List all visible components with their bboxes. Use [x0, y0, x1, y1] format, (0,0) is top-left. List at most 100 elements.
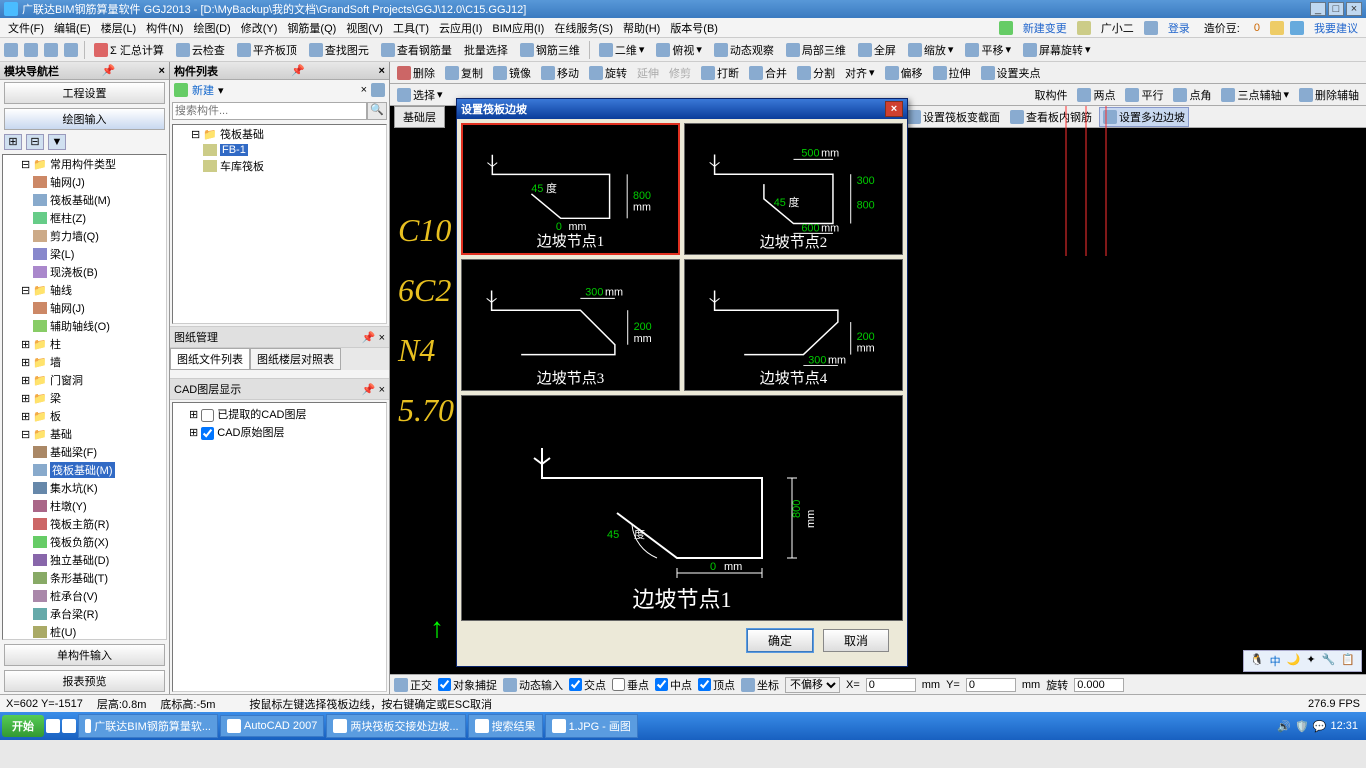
- menu-tools[interactable]: 工具(T): [389, 18, 433, 38]
- shape-option-2[interactable]: 45度 500mm 300 800 600mm 边坡节点2: [684, 123, 903, 255]
- moon-icon[interactable]: 🌙: [1287, 653, 1301, 669]
- tool-select[interactable]: 选择 ▾: [394, 86, 446, 104]
- tool-pick[interactable]: 取构件: [1031, 86, 1070, 104]
- tool-2d[interactable]: 二维 ▾: [596, 41, 648, 59]
- search-button[interactable]: 🔍: [367, 102, 387, 120]
- snap-perpendicular[interactable]: 垂点: [612, 677, 649, 693]
- tree-item[interactable]: 承台梁(R): [3, 605, 166, 623]
- tool-rebar-3d[interactable]: 钢筋三维: [517, 41, 583, 59]
- new-button[interactable]: 新建: [192, 82, 214, 98]
- tree-item[interactable]: 筏板负筋(X): [3, 533, 166, 551]
- tree-group[interactable]: ⊞ 📁 柱: [3, 335, 166, 353]
- tree-item[interactable]: 筏板基础(M): [3, 191, 166, 209]
- task-autocad[interactable]: AutoCAD 2007: [220, 715, 324, 737]
- cad-layer-tree[interactable]: ⊞ 已提取的CAD图层 ⊞ CAD原始图层: [172, 402, 387, 692]
- tree-common-types[interactable]: ⊟ 📁 常用构件类型: [3, 155, 166, 173]
- shape-option-4[interactable]: 300mm 200mm 边坡节点4: [684, 259, 903, 391]
- menu-help[interactable]: 帮助(H): [619, 18, 664, 38]
- close-icon[interactable]: ×: [379, 65, 385, 77]
- tree-item[interactable]: 条形基础(T): [3, 569, 166, 587]
- tree-item[interactable]: 辅助轴线(O): [3, 317, 166, 335]
- instance-root[interactable]: ⊟ 📁 筏板基础: [173, 125, 386, 143]
- tree-group[interactable]: ⊞ 📁 门窗洞: [3, 371, 166, 389]
- tool-delete[interactable]: 删除: [394, 64, 438, 82]
- tree-item[interactable]: 集水坑(K): [3, 479, 166, 497]
- project-settings-button[interactable]: 工程设置: [4, 82, 165, 104]
- instance-item[interactable]: 车库筏板: [173, 157, 386, 175]
- layer-checkbox[interactable]: [201, 427, 214, 440]
- menu-rebar[interactable]: 钢筋量(Q): [283, 18, 340, 38]
- dialog-titlebar[interactable]: 设置筏板边坡 ×: [457, 99, 907, 119]
- snap-endpoint[interactable]: 顶点: [698, 677, 735, 693]
- dialog-close-button[interactable]: ×: [885, 101, 903, 117]
- x-input[interactable]: [866, 678, 916, 692]
- tool-align-top[interactable]: 平齐板顶: [234, 41, 300, 59]
- menu-view[interactable]: 视图(V): [342, 18, 387, 38]
- tool-undo-icon[interactable]: [44, 43, 58, 57]
- tool-mirror[interactable]: 镜像: [490, 64, 534, 82]
- quicklaunch-icon[interactable]: [62, 719, 76, 733]
- menu-component[interactable]: 构件(N): [142, 18, 187, 38]
- pin-icon[interactable]: 📌: [291, 64, 305, 77]
- tree-item-selected[interactable]: 筏板基础(M): [3, 461, 166, 479]
- suggest-link[interactable]: 我要建议: [1310, 18, 1362, 38]
- tree-item[interactable]: 筏板主筋(R): [3, 515, 166, 533]
- tree-item[interactable]: 现浇板(B): [3, 263, 166, 281]
- snap-midpoint[interactable]: 中点: [655, 677, 692, 693]
- help-icon[interactable]: [1290, 21, 1304, 35]
- tool-stretch[interactable]: 拉伸: [930, 64, 974, 82]
- component-tree[interactable]: ⊟ 📁 常用构件类型 轴网(J) 筏板基础(M) 框柱(Z) 剪力墙(Q) 梁(…: [2, 154, 167, 640]
- tool-redo-icon[interactable]: [64, 43, 78, 57]
- minimize-button[interactable]: _: [1310, 2, 1326, 16]
- dyninput-toggle[interactable]: 动态输入: [503, 677, 563, 693]
- tray-icon[interactable]: 💬: [1313, 720, 1327, 733]
- maximize-button[interactable]: □: [1328, 2, 1344, 16]
- tool-trim[interactable]: 修剪: [666, 64, 694, 82]
- tool-find[interactable]: 查找图元: [306, 41, 372, 59]
- menu-file[interactable]: 文件(F): [4, 18, 48, 38]
- tree-item[interactable]: 框柱(Z): [3, 209, 166, 227]
- menu-edit[interactable]: 编辑(E): [50, 18, 95, 38]
- tool-merge[interactable]: 合并: [746, 64, 790, 82]
- rotate-input[interactable]: [1074, 678, 1124, 692]
- tray-icon[interactable]: 🛡️: [1295, 720, 1309, 733]
- tool-three-point[interactable]: 三点辅轴 ▾: [1218, 86, 1292, 104]
- tree-item[interactable]: 梁(L): [3, 245, 166, 263]
- copy-icon[interactable]: [371, 83, 385, 97]
- start-button[interactable]: 开始: [2, 715, 44, 737]
- menu-draw[interactable]: 绘图(D): [189, 18, 234, 38]
- delete-icon[interactable]: ×: [361, 84, 367, 96]
- collapse-all-icon[interactable]: ⊟: [26, 134, 44, 150]
- tree-item[interactable]: 桩(U): [3, 623, 166, 640]
- close-button[interactable]: ×: [1346, 2, 1362, 16]
- floor-tab[interactable]: 基础层: [394, 106, 445, 128]
- tool-split[interactable]: 分割: [794, 64, 838, 82]
- nav-close-icon[interactable]: ×: [159, 65, 165, 77]
- tool-view-rebar[interactable]: 查看钢筋量: [378, 41, 455, 59]
- menu-bim[interactable]: BIM应用(I): [488, 18, 548, 38]
- tool-batch-select[interactable]: 批量选择: [461, 41, 511, 59]
- tool-pan[interactable]: 平移 ▾: [962, 41, 1014, 59]
- snap-coord[interactable]: 坐标: [741, 677, 779, 693]
- tool-open-icon[interactable]: [4, 43, 18, 57]
- offset-select[interactable]: 不偏移: [785, 677, 840, 693]
- tool-move[interactable]: 移动: [538, 64, 582, 82]
- tool-zoom[interactable]: 缩放 ▾: [905, 41, 957, 59]
- tool-local-3d[interactable]: 局部三维: [783, 41, 849, 59]
- menu-version[interactable]: 版本号(B): [666, 18, 722, 38]
- tool-rotate[interactable]: 旋转: [586, 64, 630, 82]
- task-paint[interactable]: 1.JPG - 画图: [545, 714, 638, 738]
- tab-file-list[interactable]: 图纸文件列表: [170, 348, 250, 370]
- tool-extend[interactable]: 延伸: [634, 64, 662, 82]
- layer-extracted[interactable]: ⊞ 已提取的CAD图层: [175, 405, 384, 423]
- tool-two-point[interactable]: 两点: [1074, 86, 1118, 104]
- tree-axis[interactable]: ⊟ 📁 轴线: [3, 281, 166, 299]
- tree-item[interactable]: 剪力墙(Q): [3, 227, 166, 245]
- new-change-link[interactable]: 新建变更: [1019, 18, 1071, 38]
- draw-input-button[interactable]: 绘图输入: [4, 108, 165, 130]
- tree-group[interactable]: ⊞ 📁 梁: [3, 389, 166, 407]
- search-input[interactable]: [172, 102, 367, 120]
- tool-del-aux[interactable]: 删除辅轴: [1296, 86, 1362, 104]
- layer-original[interactable]: ⊞ CAD原始图层: [175, 423, 384, 441]
- login-link[interactable]: 登录: [1164, 18, 1194, 38]
